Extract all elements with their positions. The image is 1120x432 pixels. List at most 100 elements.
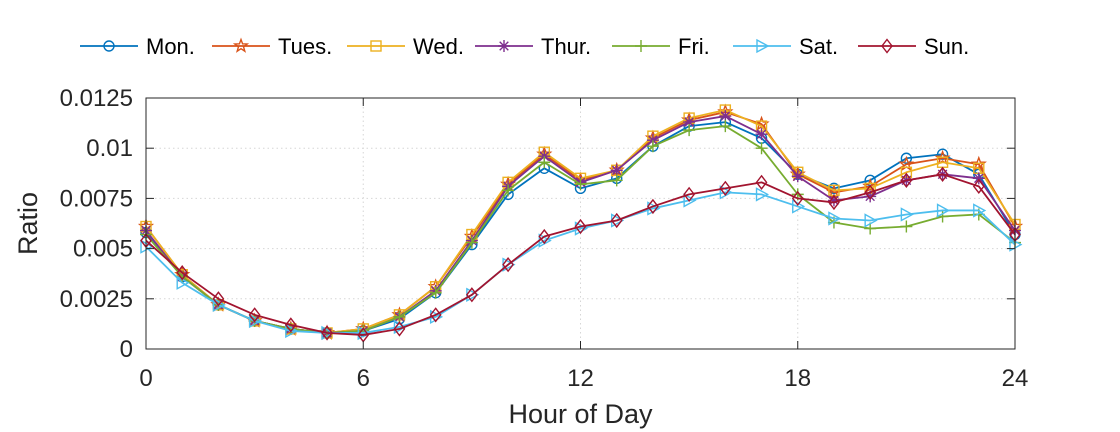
series-tues [137, 103, 1024, 340]
data-point [248, 313, 263, 329]
data-point [973, 203, 987, 218]
data-point [900, 152, 913, 164]
data-point [248, 307, 261, 323]
plot-area-frame [145, 97, 1016, 350]
data-point [176, 275, 190, 290]
x-axis-label: Hour of Day [508, 399, 653, 429]
legend-marker [370, 40, 382, 52]
legend-label: Thur. [541, 34, 591, 59]
data-point [934, 149, 951, 166]
legend-label: Mon. [146, 34, 195, 59]
data-point [176, 265, 189, 281]
data-point [827, 194, 840, 207]
legend-marker [756, 38, 770, 54]
legend-item: Sun. [858, 34, 969, 59]
series-line [145, 191, 1016, 334]
data-point [683, 116, 696, 129]
data-point [791, 190, 804, 207]
data-point [574, 218, 587, 235]
legend-item: Thur. [475, 34, 591, 59]
data-point [828, 194, 840, 211]
legend-label: Sat. [799, 34, 838, 59]
data-point [683, 124, 696, 137]
x-tick-label: 18 [784, 365, 811, 392]
data-point [212, 291, 225, 307]
data-point [646, 140, 659, 153]
data-point [574, 178, 587, 191]
data-point [972, 172, 985, 185]
axis-ticks: 0 6 12 18 24 0 0.0025 0.005 0.0075 0.01 0.0125 [60, 85, 1029, 392]
data-point [719, 185, 733, 200]
data-point [502, 257, 514, 273]
data-point [429, 307, 442, 323]
legend-label: Wed. [413, 34, 464, 59]
data-point [755, 187, 770, 202]
data-point [791, 170, 804, 183]
legend-marker [103, 40, 115, 52]
data-point [683, 186, 696, 203]
legend-item: Mon. [80, 34, 195, 59]
series-layer [137, 103, 1024, 343]
data-point [936, 203, 951, 218]
data-point [610, 174, 623, 187]
data-point [900, 220, 913, 233]
data-point [538, 156, 551, 169]
series-fri [140, 120, 1021, 339]
y-tick-label: 0.005 [73, 236, 133, 263]
data-point [864, 213, 878, 228]
data-point [936, 148, 949, 160]
legend-marker [635, 40, 647, 52]
data-point [321, 325, 333, 341]
data-point [610, 164, 623, 177]
data-point [900, 207, 914, 222]
series-line [145, 111, 1016, 334]
legend-item: Wed. [347, 34, 464, 59]
y-tick-label: 0.0125 [60, 85, 133, 112]
data-point [538, 228, 551, 245]
data-point [755, 128, 768, 141]
data-point [755, 142, 768, 155]
legend-label: Tues. [278, 34, 332, 59]
data-point [393, 321, 406, 337]
data-point [285, 323, 299, 339]
data-point [647, 198, 659, 215]
y-tick-label: 0.0075 [60, 185, 133, 212]
x-tick-label: 24 [1002, 365, 1029, 392]
data-point [212, 297, 226, 313]
data-point [970, 155, 987, 172]
data-point [429, 286, 442, 299]
data-point [864, 184, 877, 201]
legend-label: Fri. [678, 34, 710, 59]
legend-marker [881, 38, 893, 54]
data-point [502, 184, 515, 197]
series-line [145, 173, 1016, 336]
series-sun [140, 166, 1021, 343]
data-point [755, 174, 768, 190]
data-point [719, 120, 732, 133]
data-point [465, 287, 478, 303]
data-point [972, 178, 985, 195]
legend-marker [498, 40, 510, 52]
series-sat [140, 185, 1023, 341]
data-point [465, 236, 478, 249]
legend-item: Fri. [612, 34, 710, 59]
x-tick-label: 6 [357, 365, 370, 392]
legend: Mon. Tues. Wed. Thur. Fri. Sat. Sun. [80, 34, 969, 59]
y-axis-label: Ratio [13, 192, 43, 255]
data-point [719, 110, 732, 123]
legend-item: Sat. [733, 34, 838, 59]
data-point [610, 212, 623, 229]
x-tick-label: 12 [567, 365, 594, 392]
x-tick-label: 0 [139, 365, 152, 392]
data-point [393, 310, 406, 323]
data-point [900, 172, 913, 188]
data-point [538, 150, 551, 163]
data-point [864, 190, 877, 203]
legend-item: Tues. [212, 34, 332, 59]
grid-lines [146, 98, 1015, 349]
data-point [719, 180, 732, 197]
legend-marker [232, 37, 250, 53]
legend-label: Sun. [924, 34, 969, 59]
data-point [284, 317, 297, 333]
y-tick-label: 0.01 [86, 135, 133, 162]
